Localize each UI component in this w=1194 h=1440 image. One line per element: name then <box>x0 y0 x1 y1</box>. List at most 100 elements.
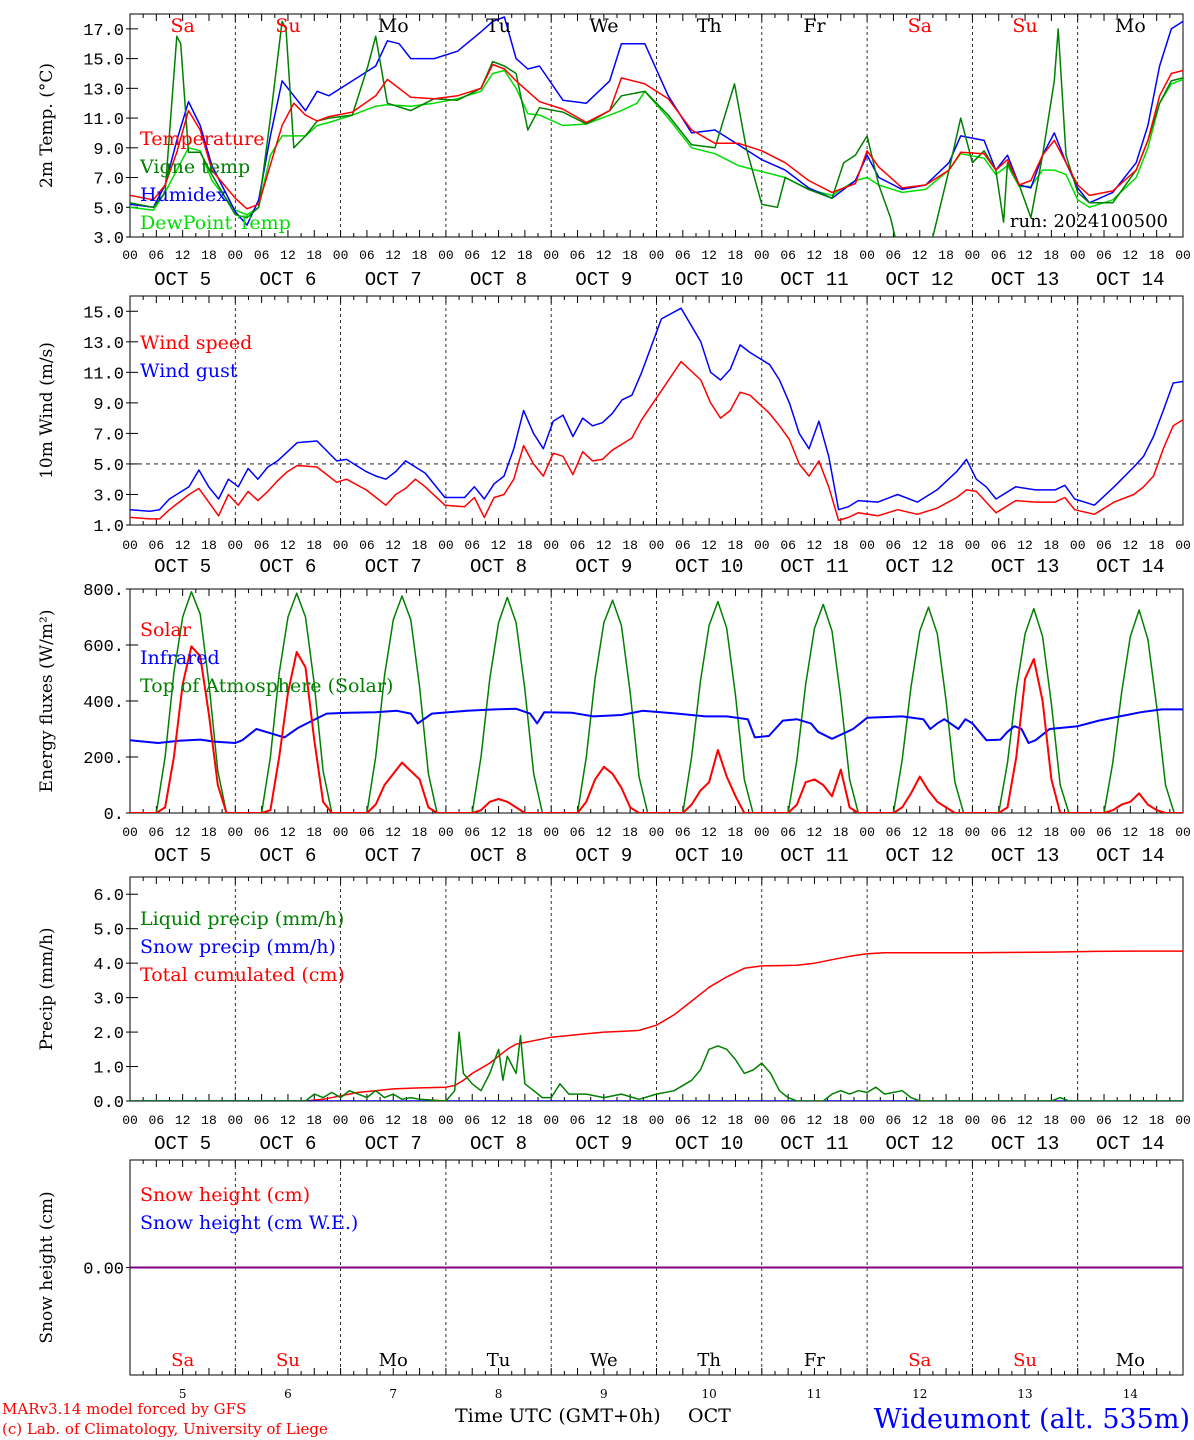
hour-tick-label: 00 <box>543 825 559 840</box>
wind-series-group <box>130 307 1183 522</box>
hour-tick-label: 12 <box>701 825 717 840</box>
hour-tick-label: 12 <box>175 825 191 840</box>
hour-tick-label: 06 <box>780 1113 796 1128</box>
hour-tick-label: 06 <box>1096 248 1112 263</box>
hour-tick-label: 00 <box>333 1113 349 1128</box>
day-name: Su <box>1013 1350 1037 1371</box>
y-tick-label: 5.0 <box>93 922 124 941</box>
series-line-liquid-precip-mm-h <box>130 1031 1183 1101</box>
temperature-series-group <box>130 16 1183 237</box>
hour-tick-label: 06 <box>675 538 691 553</box>
hour-tick-label: 00 <box>543 538 559 553</box>
hour-tick-label: 06 <box>886 825 902 840</box>
date-label: OCT 14 <box>1096 269 1164 291</box>
date-label: OCT 8 <box>470 269 527 291</box>
model-credit: MARv3.14 model forced by GFS <box>2 1400 246 1418</box>
hour-tick-label: 18 <box>938 825 954 840</box>
date-label: OCT 13 <box>991 1133 1059 1155</box>
temperature-panel: 3.0 5.0 7.0 9.0 11.0 13.0 15.0 17.0 2m Temp. (°C… <box>37 13 1191 291</box>
hour-tick-label: 12 <box>280 538 296 553</box>
hour-tick-label: 00 <box>859 1113 875 1128</box>
hour-tick-label: 06 <box>570 538 586 553</box>
day-name: We <box>589 15 618 37</box>
hour-tick-label: 00 <box>754 538 770 553</box>
hour-tick-label: 18 <box>1149 825 1165 840</box>
hour-tick-label: 12 <box>912 538 928 553</box>
hour-tick-label: 00 <box>543 248 559 263</box>
y-tick-label: 13.0 <box>83 335 124 354</box>
date-label: OCT 6 <box>259 556 316 578</box>
date-label: OCT 11 <box>780 556 848 578</box>
hour-tick-label: 18 <box>412 248 428 263</box>
hour-tick-label: 18 <box>517 825 533 840</box>
hour-tick-label: 12 <box>701 1113 717 1128</box>
day-number: 13 <box>1017 1387 1032 1401</box>
y-tick-label: 600. <box>83 638 124 657</box>
hour-tick-label: 12 <box>912 1113 928 1128</box>
hour-tick-label: 18 <box>1044 825 1060 840</box>
date-label: OCT 11 <box>780 1133 848 1155</box>
temperature-ylabel: 2m Temp. (°C) <box>37 63 57 188</box>
day-name: Tu <box>487 1350 511 1371</box>
meteogram-footer: MARv3.14 model forced by GFS (c) Lab. of… <box>2 1400 1190 1438</box>
series-line-vigne-temp <box>130 20 1183 237</box>
hour-tick-label: 00 <box>754 1113 770 1128</box>
hour-tick-label: 00 <box>649 538 665 553</box>
hour-tick-label: 06 <box>570 825 586 840</box>
hour-tick-label: 00 <box>543 1113 559 1128</box>
y-tick-label: 0.00 <box>83 1261 124 1280</box>
date-label: OCT 10 <box>675 556 743 578</box>
y-tick-label: 15.0 <box>83 52 124 71</box>
date-label: OCT 14 <box>1096 1133 1164 1155</box>
hour-tick-label: 18 <box>306 1113 322 1128</box>
date-label: OCT 6 <box>259 269 316 291</box>
hour-tick-label: 00 <box>965 538 981 553</box>
hour-tick-label: 12 <box>385 538 401 553</box>
y-tick-label: 200. <box>83 750 124 769</box>
hour-tick-label: 18 <box>201 248 217 263</box>
hour-tick-label: 12 <box>385 1113 401 1128</box>
hour-tick-label: 06 <box>991 825 1007 840</box>
y-tick-label: 13.0 <box>83 81 124 100</box>
energy-panel: 0. 200. 400. 600. 800. Energy fluxes (W/m²) So… <box>37 582 1191 867</box>
series-line-total-cumulated-cm <box>130 950 1183 1101</box>
hour-tick-label: 12 <box>175 538 191 553</box>
hour-tick-label: 18 <box>201 1113 217 1128</box>
wind-ylabel: 10m Wind (m/s) <box>37 342 57 479</box>
day-name: Su <box>1012 15 1037 37</box>
hour-tick-label: 06 <box>780 825 796 840</box>
date-label: OCT 12 <box>886 269 954 291</box>
day-name: Su <box>275 15 300 37</box>
y-tick-label: 9.0 <box>93 141 124 160</box>
energy-series-group <box>130 591 1183 813</box>
hour-tick-label: 12 <box>175 248 191 263</box>
hour-tick-label: 06 <box>464 1113 480 1128</box>
day-name: Sa <box>908 1350 931 1371</box>
day-name: Fr <box>804 1350 825 1371</box>
hour-tick-label: 00 <box>333 248 349 263</box>
hour-tick-label: 12 <box>1017 825 1033 840</box>
day-number: 8 <box>495 1387 503 1401</box>
hour-tick-label: 00 <box>122 248 138 263</box>
hour-tick-label: 12 <box>385 825 401 840</box>
hour-tick-label: 18 <box>412 538 428 553</box>
hour-tick-label: 00 <box>754 825 770 840</box>
hour-tick-label: 18 <box>728 1113 744 1128</box>
hour-tick-label: 12 <box>175 1113 191 1128</box>
hour-tick-label: 18 <box>201 538 217 553</box>
hour-tick-label: 00 <box>965 248 981 263</box>
hour-tick-label: 00 <box>1175 825 1191 840</box>
hour-tick-label: 00 <box>1175 1113 1191 1128</box>
y-tick-label: 5.0 <box>93 200 124 219</box>
date-label: OCT 6 <box>259 1133 316 1155</box>
hour-tick-label: 12 <box>491 1113 507 1128</box>
hour-tick-label: 06 <box>359 825 375 840</box>
hour-tick-label: 00 <box>438 538 454 553</box>
day-number: 5 <box>179 1387 187 1401</box>
series-line-dewpoint-temp <box>130 69 1183 216</box>
date-label: OCT 14 <box>1096 845 1164 867</box>
hour-tick-label: 18 <box>728 538 744 553</box>
hour-tick-label: 00 <box>227 825 243 840</box>
hour-tick-label: 18 <box>622 1113 638 1128</box>
hour-tick-label: 00 <box>965 1113 981 1128</box>
